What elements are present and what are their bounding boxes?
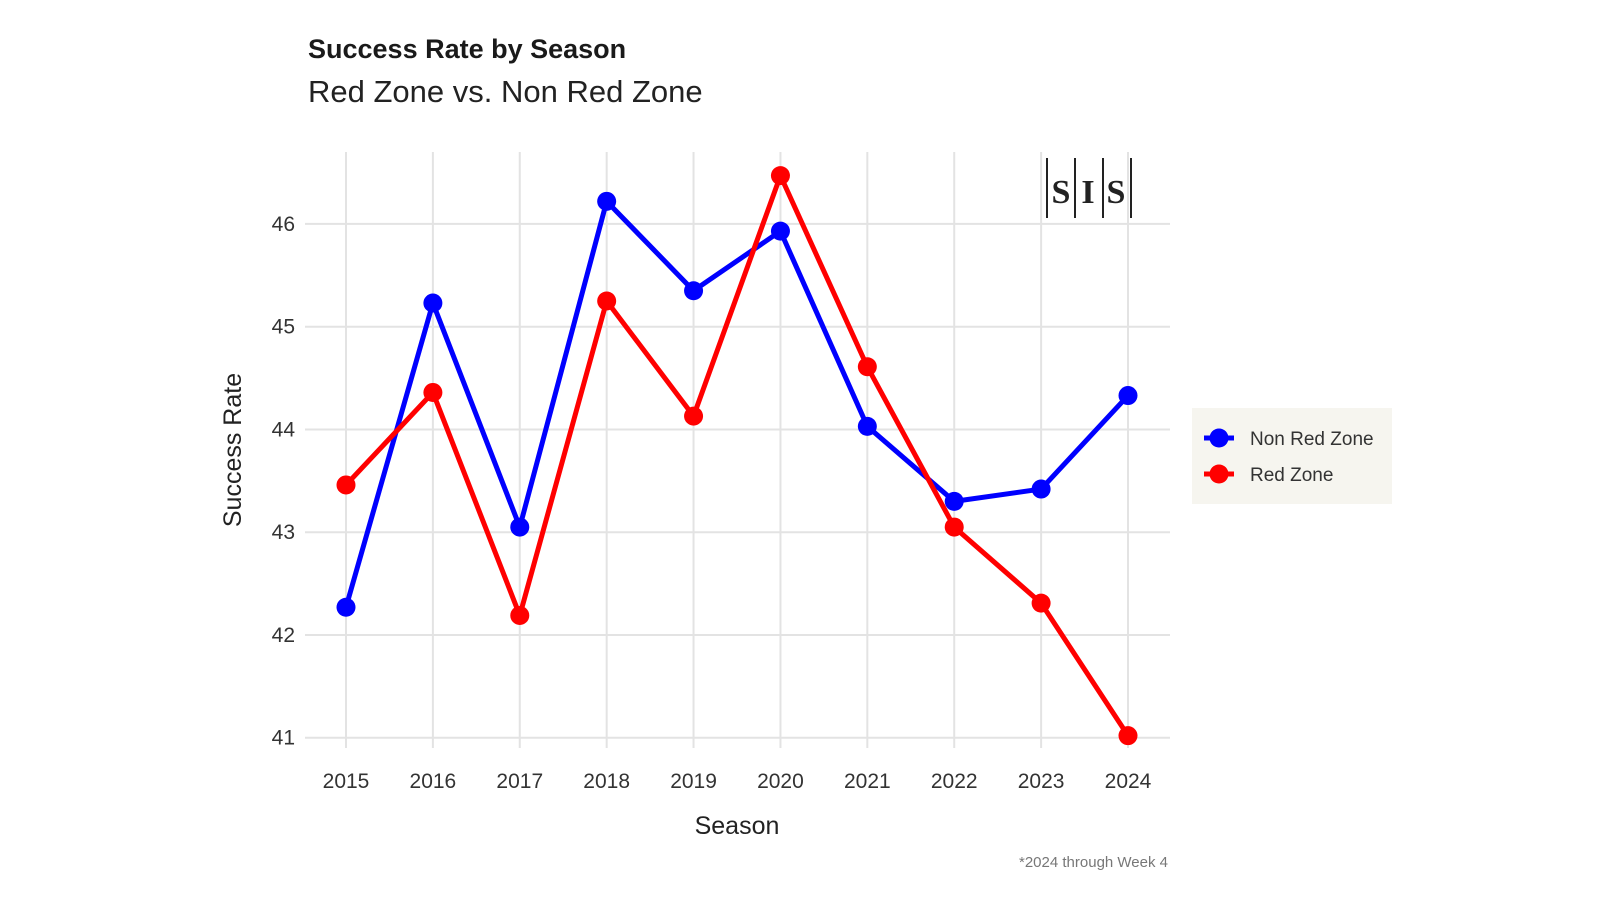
data-point-red-zone — [857, 357, 877, 377]
data-point-red-zone — [597, 291, 617, 311]
y-tick-label: 41 — [272, 727, 295, 750]
data-point-non-red-zone — [1031, 479, 1051, 499]
x-tick-label: 2018 — [583, 770, 630, 793]
y-tick-label: 45 — [272, 316, 295, 339]
data-point-non-red-zone — [944, 491, 964, 511]
series-line-non-red-zone — [343, 198, 1130, 608]
series-points — [336, 166, 1138, 746]
logo-letter: S — [1052, 174, 1071, 211]
y-axis-ticks: 41 42 43 44 45 46 — [272, 213, 296, 750]
y-axis-title: Success Rate — [219, 373, 247, 527]
legend-label: Red Zone — [1250, 465, 1333, 486]
y-tick-label: 44 — [272, 418, 296, 441]
chart-caption: *2024 through Week 4 — [1019, 854, 1168, 871]
data-point-non-red-zone — [423, 293, 443, 313]
x-tick-label: 2016 — [410, 770, 457, 793]
chart-title: Success Rate by Season — [308, 34, 627, 64]
x-axis-ticks: 2015 2016 2017 2018 2019 2020 2021 2022 2023 2024 — [323, 770, 1152, 793]
data-point-red-zone — [1031, 593, 1051, 613]
data-point-red-zone — [1118, 726, 1138, 746]
x-axis-title: Season — [695, 812, 780, 840]
logo-letter: S — [1107, 174, 1126, 211]
x-tick-label: 2023 — [1018, 770, 1065, 793]
series-line-red-zone — [344, 173, 1131, 738]
data-point-red-zone — [423, 382, 443, 402]
data-point-non-red-zone — [597, 191, 617, 211]
legend-key-marker — [1209, 464, 1229, 484]
data-point-non-red-zone — [857, 416, 877, 436]
x-tick-label: 2020 — [757, 770, 804, 793]
x-tick-label: 2017 — [496, 770, 543, 793]
data-point-non-red-zone — [336, 597, 356, 617]
x-tick-label: 2015 — [323, 770, 370, 793]
x-tick-label: 2021 — [844, 770, 891, 793]
legend-key-marker — [1209, 428, 1229, 448]
logo-letter: I — [1081, 174, 1094, 211]
chart-subtitle: Red Zone vs. Non Red Zone — [308, 74, 703, 109]
data-point-red-zone — [944, 517, 964, 537]
legend-background — [1192, 408, 1392, 504]
data-point-red-zone — [510, 605, 530, 625]
legend-label: Non Red Zone — [1250, 429, 1374, 450]
grid-lines — [305, 152, 1170, 748]
data-point-non-red-zone — [684, 281, 704, 301]
data-point-non-red-zone — [510, 517, 530, 537]
x-tick-label: 2022 — [931, 770, 978, 793]
series-lines — [343, 173, 1131, 738]
x-tick-label: 2019 — [670, 770, 717, 793]
data-point-red-zone — [684, 406, 704, 426]
y-tick-label: 43 — [272, 521, 295, 544]
y-tick-label: 46 — [272, 213, 295, 236]
data-point-non-red-zone — [770, 221, 790, 241]
y-tick-label: 42 — [272, 624, 295, 647]
data-point-red-zone — [770, 166, 790, 186]
legend: Non Red Zone Red Zone — [1192, 408, 1392, 504]
data-point-red-zone — [336, 475, 356, 495]
data-point-non-red-zone — [1118, 386, 1138, 406]
x-tick-label: 2024 — [1105, 770, 1152, 793]
